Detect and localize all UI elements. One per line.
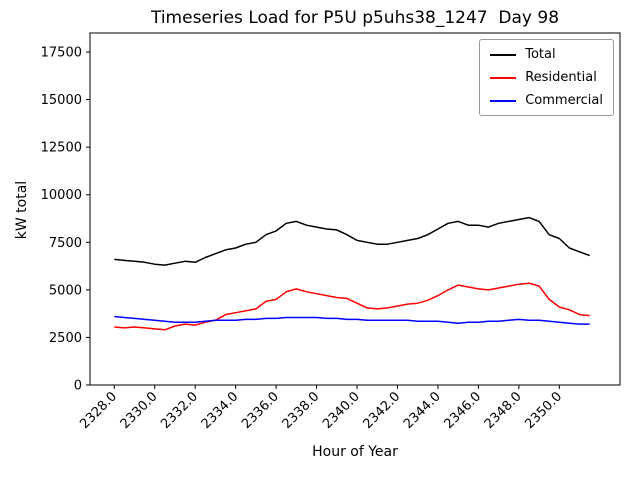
y-tick-label: 0 xyxy=(74,379,82,394)
y-tick-label: 5000 xyxy=(49,283,82,298)
y-tick-label: 2500 xyxy=(49,331,82,346)
series-line-total xyxy=(114,216,590,266)
legend-label-commercial: Commercial xyxy=(525,93,603,108)
x-tick-label: 2350.0 xyxy=(522,389,565,432)
legend-item-commercial: Commercial xyxy=(490,93,603,108)
x-tick-label: 2336.0 xyxy=(239,389,282,432)
x-tick-label: 2346.0 xyxy=(441,389,484,432)
legend-line-total xyxy=(490,53,517,56)
x-tick-label: 2340.0 xyxy=(320,389,363,432)
series-line-commercial xyxy=(114,315,590,325)
legend-label-total: Total xyxy=(525,47,556,62)
legend-line-residential xyxy=(490,76,517,79)
y-tick-label: 7500 xyxy=(49,236,82,251)
x-tick-label: 2338.0 xyxy=(280,389,323,432)
legend: Total Residential Commercial xyxy=(479,39,614,116)
chart-title: Timeseries Load for P5U p5uhs38_1247 Day… xyxy=(150,8,560,28)
legend-item-total: Total xyxy=(490,47,603,62)
y-tick-label: 17500 xyxy=(41,46,82,61)
x-tick-label: 2330.0 xyxy=(118,389,161,432)
x-tick-label: 2328.0 xyxy=(77,389,120,432)
x-tick-label: 2342.0 xyxy=(361,389,404,432)
x-axis-label: Hour of Year xyxy=(312,444,398,460)
legend-item-residential: Residential xyxy=(490,70,603,85)
y-tick-label: 10000 xyxy=(41,188,82,203)
legend-line-commercial xyxy=(490,99,517,102)
y-tick-label: 15000 xyxy=(41,93,82,108)
x-tick-label: 2344.0 xyxy=(401,389,444,432)
x-tick-label: 2332.0 xyxy=(158,389,201,432)
y-tick-label: 12500 xyxy=(41,141,82,156)
y-axis-label: kW total xyxy=(14,180,30,240)
x-tick-label: 2334.0 xyxy=(199,389,242,432)
legend-label-residential: Residential xyxy=(525,70,597,85)
axes-frame xyxy=(89,32,621,386)
series-line-residential xyxy=(114,282,590,331)
x-tick-label: 2348.0 xyxy=(482,389,525,432)
